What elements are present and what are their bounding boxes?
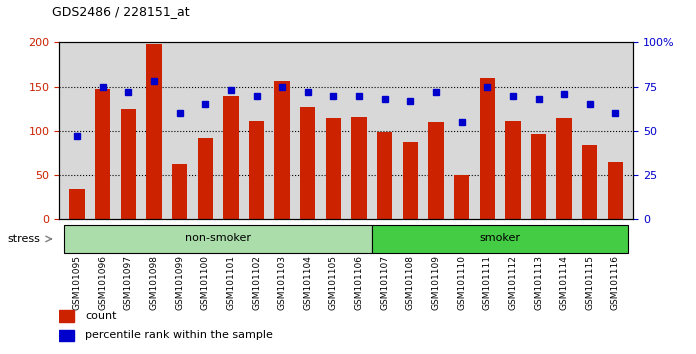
Bar — [582, 145, 597, 219]
Bar — [172, 164, 187, 219]
Text: GSM101098: GSM101098 — [150, 255, 159, 310]
Text: GSM101097: GSM101097 — [124, 255, 133, 310]
Text: GSM101113: GSM101113 — [534, 255, 543, 310]
Text: GSM101099: GSM101099 — [175, 255, 184, 310]
Bar — [480, 78, 495, 219]
Bar — [249, 121, 264, 219]
Bar — [300, 107, 315, 219]
Bar — [377, 132, 393, 219]
Text: GSM101100: GSM101100 — [200, 255, 209, 310]
Text: GSM101110: GSM101110 — [457, 255, 466, 310]
Bar — [428, 122, 443, 219]
Bar — [198, 138, 213, 219]
Bar — [146, 44, 161, 219]
Bar — [95, 88, 111, 219]
Text: GSM101115: GSM101115 — [585, 255, 594, 310]
Text: GSM101108: GSM101108 — [406, 255, 415, 310]
Bar — [223, 96, 239, 219]
Bar — [403, 143, 418, 219]
Text: GSM101096: GSM101096 — [98, 255, 107, 310]
Text: GSM101104: GSM101104 — [303, 255, 313, 310]
Text: GSM101109: GSM101109 — [432, 255, 441, 310]
Text: GSM101111: GSM101111 — [483, 255, 492, 310]
Text: GSM101112: GSM101112 — [508, 255, 517, 310]
Bar — [274, 80, 290, 219]
Bar — [505, 121, 521, 219]
Bar — [59, 310, 74, 321]
Bar — [351, 117, 367, 219]
Text: GSM101105: GSM101105 — [329, 255, 338, 310]
Bar — [454, 175, 469, 219]
Text: stress: stress — [7, 234, 40, 244]
Bar — [120, 109, 136, 219]
Text: smoker: smoker — [480, 233, 521, 243]
Bar — [608, 162, 623, 219]
Text: GSM101114: GSM101114 — [560, 255, 569, 310]
Text: GSM101107: GSM101107 — [380, 255, 389, 310]
Text: GSM101101: GSM101101 — [226, 255, 235, 310]
Text: count: count — [85, 311, 116, 321]
Bar — [557, 118, 572, 219]
Bar — [70, 188, 85, 219]
Bar — [326, 118, 341, 219]
Text: percentile rank within the sample: percentile rank within the sample — [85, 330, 273, 341]
Text: GSM101103: GSM101103 — [278, 255, 287, 310]
FancyBboxPatch shape — [372, 225, 628, 253]
Text: GSM101095: GSM101095 — [72, 255, 81, 310]
Bar — [59, 330, 74, 341]
FancyBboxPatch shape — [64, 225, 372, 253]
Text: GSM101102: GSM101102 — [252, 255, 261, 310]
Bar — [531, 133, 546, 219]
Text: non-smoker: non-smoker — [185, 233, 251, 243]
Text: GSM101116: GSM101116 — [611, 255, 620, 310]
Text: GSM101106: GSM101106 — [354, 255, 363, 310]
Text: GDS2486 / 228151_at: GDS2486 / 228151_at — [52, 5, 190, 18]
